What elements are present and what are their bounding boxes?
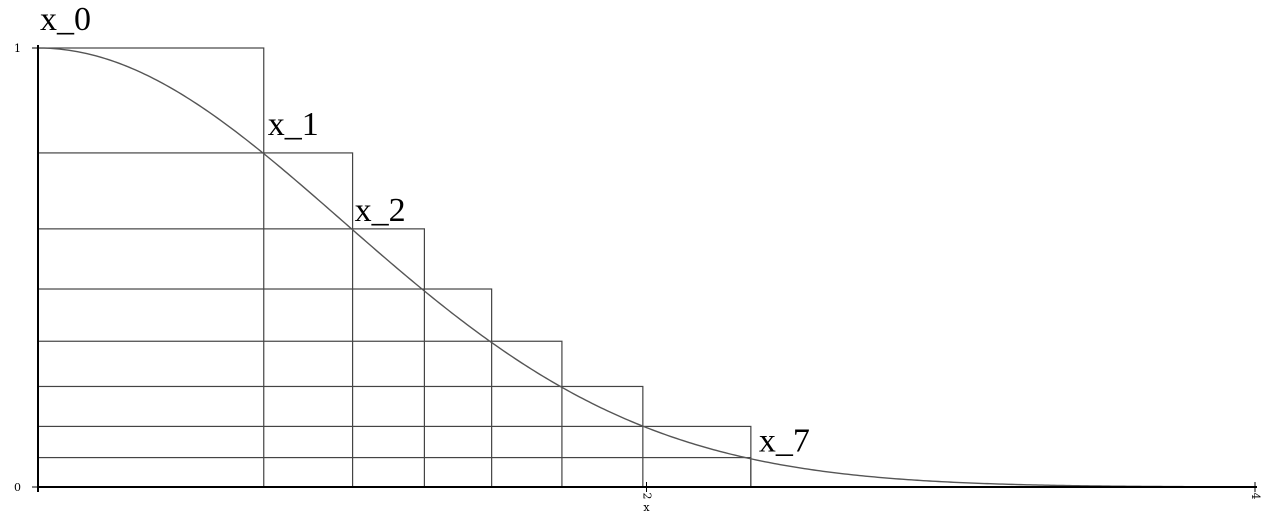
layer-rect-2 xyxy=(37,228,425,488)
layer-rectangles xyxy=(37,47,752,488)
axes xyxy=(37,45,1257,492)
x-axis-label: x xyxy=(643,501,650,514)
y-tick-label-0: 0 xyxy=(14,481,21,494)
point-label-3: x_7 xyxy=(759,423,810,460)
density-curve xyxy=(37,47,1255,488)
point-label-0: x_0 xyxy=(40,1,91,38)
layer-rect-1 xyxy=(37,152,354,488)
point-labels: x_0 x_1 x_2 x_7 xyxy=(40,1,810,460)
y-tick-label-1: 1 xyxy=(14,42,21,55)
layer-rect-4 xyxy=(37,340,563,488)
layer-rect-6 xyxy=(37,425,752,488)
layer-rect-0 xyxy=(37,47,265,488)
layer-rect-7 xyxy=(37,456,752,488)
x-tick-label-0: 2 xyxy=(641,493,654,500)
point-label-2: x_2 xyxy=(355,192,406,229)
ticks: 2 4 0 1 xyxy=(14,42,1262,500)
x-tick-label-1: 4 xyxy=(1249,493,1262,500)
layer-rect-5 xyxy=(37,385,644,488)
point-label-1: x_1 xyxy=(268,106,319,143)
